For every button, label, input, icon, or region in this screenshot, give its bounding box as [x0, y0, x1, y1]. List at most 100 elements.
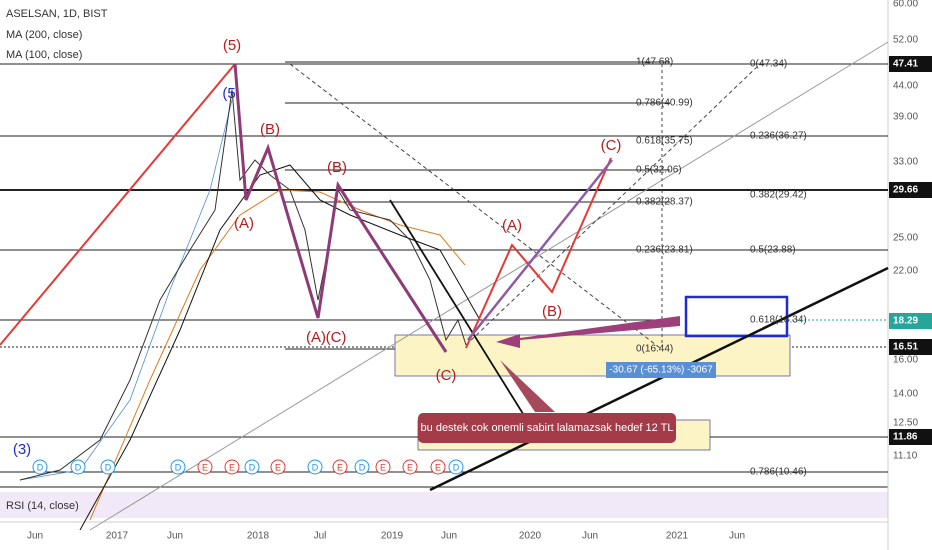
- trend-red: [0, 63, 236, 346]
- event-marker: [244, 459, 260, 475]
- event-letter: D: [75, 462, 82, 472]
- measure-label: -30.67 (-65.13%) -3067: [609, 365, 713, 376]
- fib-label: 0.5(32.06): [636, 165, 682, 176]
- event-marker: [332, 459, 348, 475]
- event-marker: [32, 459, 48, 475]
- price-label: 39.00: [893, 112, 918, 123]
- price-label: 52.00: [893, 35, 918, 46]
- wave-label: (3): [13, 441, 31, 458]
- fib-label: 0.618(18.34): [750, 315, 807, 326]
- event-marker: [448, 459, 464, 475]
- price-label: 11.86: [893, 432, 918, 443]
- projection: [465, 157, 612, 349]
- price-label: 60.00: [893, 0, 918, 10]
- event-letter: D: [37, 462, 44, 472]
- price-label: 25.00: [893, 233, 918, 244]
- rsi-band: [0, 492, 888, 518]
- price-badge: [889, 313, 932, 329]
- trend-gray: [89, 41, 889, 531]
- price-label: 18.29: [893, 316, 918, 327]
- fib-label: 0.382(28.37): [636, 197, 693, 208]
- price-label: 44.00: [893, 81, 918, 92]
- event-marker: [354, 459, 370, 475]
- fib-label: 0.786(40.99): [636, 98, 693, 109]
- channel-line: [389, 199, 531, 426]
- time-label: Jun: [729, 531, 745, 542]
- event-marker: [270, 459, 286, 475]
- time-label: Jul: [314, 531, 327, 542]
- price-blue: [19, 99, 233, 481]
- wave-path: [233, 63, 448, 353]
- projection-arrow: [467, 159, 613, 341]
- dashed-diag: [465, 63, 761, 346]
- fib-label: 1(47.68): [636, 57, 673, 68]
- fib-label: 0(16.44): [636, 344, 673, 355]
- time-label: 2018: [247, 531, 270, 542]
- event-marker: [70, 459, 86, 475]
- time-label: 2017: [106, 531, 129, 542]
- event-letter: E: [380, 462, 386, 472]
- event-marker: [224, 459, 240, 475]
- event-letter: D: [249, 462, 256, 472]
- event-letter: E: [202, 462, 208, 472]
- event-marker: [100, 459, 116, 475]
- price-badge: [889, 429, 932, 445]
- wave-label: (B): [260, 121, 280, 138]
- fib-label: 0.382(29.42): [750, 190, 807, 201]
- wave-label: (C): [601, 137, 622, 154]
- event-letter: D: [312, 462, 319, 472]
- event-letter: E: [275, 462, 281, 472]
- price-label: 22.00: [893, 266, 918, 277]
- measure-box: [606, 362, 716, 378]
- fib-label: 0.5(23.88): [750, 245, 796, 256]
- price-badge: [889, 182, 932, 198]
- pointer-arrow: [496, 316, 680, 348]
- event-letter: E: [229, 462, 235, 472]
- time-label: Jun: [27, 531, 43, 542]
- wave-label: (B): [542, 303, 562, 320]
- event-letter: D: [105, 462, 112, 472]
- time-label: 2019: [381, 531, 404, 542]
- event-marker: [402, 459, 418, 475]
- wave-label: (C): [436, 367, 457, 384]
- event-letter: E: [337, 462, 343, 472]
- event-marker: [375, 459, 391, 475]
- price-badge: [889, 56, 932, 72]
- fib-label: 0.236(36.27): [750, 131, 807, 142]
- price-label: 16.51: [893, 342, 918, 353]
- event-marker: [307, 459, 323, 475]
- dashed-diag: [289, 63, 661, 349]
- event-marker: [197, 459, 213, 475]
- time-label: Jun: [441, 531, 457, 542]
- symbol: ASELSAN, 1D, BIST: [6, 8, 108, 20]
- wave-label: (C): [326, 329, 347, 346]
- time-label: Jun: [167, 531, 183, 542]
- wave-label: (A): [502, 217, 522, 234]
- price-badge: [889, 339, 932, 355]
- price-label: 14.00: [893, 389, 918, 400]
- time-label: Jun: [582, 531, 598, 542]
- price-line: [19, 89, 467, 481]
- indicator: MA (100, close): [6, 49, 82, 61]
- wave-label: (5): [223, 37, 241, 54]
- time-label: 2021: [666, 531, 689, 542]
- price-label: 16.00: [893, 355, 918, 366]
- wave-label: (B): [327, 159, 347, 176]
- annotation-box: [418, 413, 676, 443]
- price-label: 12.50: [893, 418, 918, 429]
- fib-label: 0.786(10.46): [750, 467, 807, 478]
- indicator: MA (200, close): [6, 29, 82, 41]
- annotation: bu destek cok onemli sabirt lalamazsak h…: [421, 422, 674, 434]
- price-label: 33.00: [893, 157, 918, 168]
- event-marker: [170, 459, 186, 475]
- price-label: 47.41: [893, 59, 918, 70]
- event-letter: D: [453, 462, 460, 472]
- event-letter: D: [359, 462, 366, 472]
- wave-label: (5: [222, 85, 235, 102]
- ma200: [79, 164, 481, 531]
- time-label: 2020: [519, 531, 542, 542]
- event-letter: D: [175, 462, 182, 472]
- ma100: [89, 189, 466, 521]
